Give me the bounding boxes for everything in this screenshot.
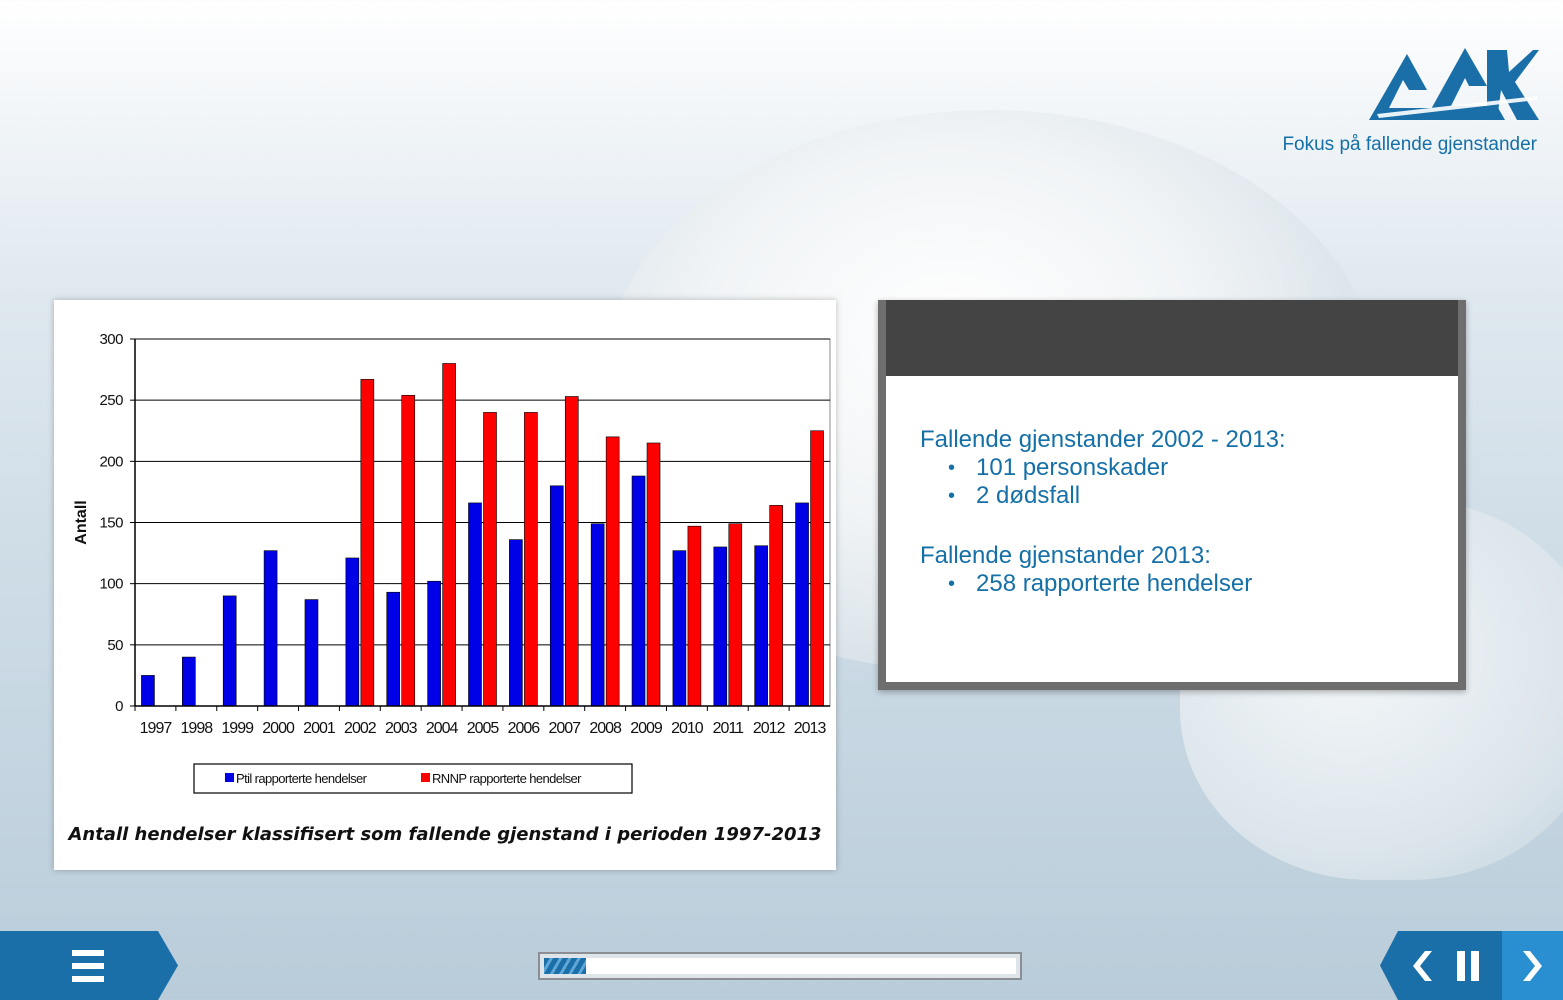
menu-icon: [72, 950, 104, 982]
bar-ptil-2002: [345, 557, 360, 707]
bar-ptil-2008: [590, 523, 605, 707]
info-heading-2002-2013: Fallende gjenstander 2002 - 2013:: [920, 426, 1286, 453]
x-tick-label-2003: 2003: [385, 720, 418, 737]
y-tick-label: 250: [99, 392, 123, 409]
y-tick-label: 100: [99, 576, 123, 593]
bar-ptil-2011: [713, 546, 728, 707]
bar-rnnp-2003: [401, 394, 416, 707]
info-box: Fallende gjenstander 2002 - 2013: 101 pe…: [878, 300, 1466, 690]
bar-rnnp-2011: [728, 523, 743, 707]
x-tick-label-2001: 2001: [303, 720, 336, 737]
x-tick-label-2010: 2010: [671, 720, 704, 737]
x-tick-label-2000: 2000: [262, 720, 295, 737]
y-tick-label: 300: [99, 331, 123, 348]
bar-rnnp-2002: [360, 379, 375, 707]
x-tick-label-1997: 1997: [140, 720, 173, 737]
x-tick-label-2011: 2011: [713, 720, 745, 737]
bar-ptil-2010: [672, 550, 687, 707]
next-button-icon-wrap[interactable]: [1507, 931, 1557, 1000]
bar-ptil-2006: [509, 539, 523, 707]
legend-label: RNNP rapporterte hendelser: [432, 771, 582, 786]
info-box-header: [886, 300, 1458, 376]
bar-rnnp-2010: [687, 525, 702, 707]
bar-rnnp-2009: [646, 442, 661, 707]
x-tick-label-2009: 2009: [630, 720, 663, 737]
x-tick-label-2002: 2002: [344, 720, 377, 737]
nav-prev-background: [1380, 931, 1502, 1000]
legend-swatch: [421, 773, 430, 782]
progress-bar[interactable]: [538, 952, 1022, 980]
y-tick-label: 150: [99, 515, 123, 532]
info-bullet: 101 personskader: [948, 454, 1286, 482]
course-tagline: Fokus på fallende gjenstander: [1282, 134, 1537, 155]
menu-button[interactable]: [0, 931, 178, 1000]
bar-ptil-2001: [304, 599, 319, 707]
progress-track: [544, 958, 1016, 974]
bar-ptil-2009: [631, 475, 646, 707]
bar-rnnp-2007: [564, 396, 579, 707]
pause-button[interactable]: [1444, 931, 1492, 1000]
x-tick-label-2012: 2012: [753, 720, 786, 737]
legend-label: Ptil rapporterte hendelser: [236, 771, 368, 786]
x-tick-label-1998: 1998: [181, 720, 214, 737]
info-box-body: Fallende gjenstander 2002 - 2013: 101 pe…: [920, 426, 1286, 598]
bar-rnnp-2013: [810, 430, 824, 707]
playback-controls: [1380, 931, 1563, 1000]
x-tick-label-2013: 2013: [794, 720, 827, 737]
bar-ptil-1999: [222, 595, 237, 707]
bar-rnnp-2005: [483, 412, 497, 707]
bar-rnnp-2006: [524, 412, 538, 707]
aak-logo-icon: [1369, 48, 1539, 120]
bar-rnnp-2004: [442, 363, 456, 707]
x-tick-label-2005: 2005: [467, 720, 500, 737]
chart-panel: 0 50 100 150 200 250 300 Antall 1997 1998 1999 2000…: [54, 300, 836, 870]
chevron-right-icon: [1523, 950, 1542, 981]
bar-ptil-2007: [549, 485, 564, 707]
y-tick-label: 200: [99, 453, 123, 470]
x-tick-label-2008: 2008: [589, 720, 622, 737]
bar-ptil-2013: [795, 502, 809, 707]
chart-title: Antall hendelser klassifisert som fallen…: [68, 824, 822, 845]
x-tick-label-2004: 2004: [426, 720, 459, 737]
info-list-2002-2013: 101 personskader 2 dødsfall: [920, 454, 1286, 510]
info-bullet: 2 dødsfall: [948, 482, 1286, 510]
y-tick-label: 50: [107, 637, 123, 654]
bar-ptil-1997: [141, 675, 155, 707]
pause-icon: [1457, 950, 1479, 981]
y-axis-label: Antall: [73, 500, 90, 544]
legend-swatch: [225, 773, 234, 782]
bar-ptil-2004: [427, 580, 441, 707]
prev-button[interactable]: [1398, 931, 1448, 1000]
info-bullet: 258 rapporterte hendelser: [948, 570, 1286, 598]
info-heading-2013: Fallende gjenstander 2013:: [920, 542, 1211, 569]
x-tick-label-1999: 1999: [221, 720, 254, 737]
bar-rnnp-2012: [769, 505, 783, 707]
bar-rnnp-2008: [605, 436, 620, 707]
y-tick-label: 0: [115, 698, 123, 715]
bar-ptil-1998: [182, 656, 196, 707]
next-button[interactable]: [1502, 931, 1563, 1000]
x-tick-label-2006: 2006: [508, 720, 541, 737]
progress-fill: [544, 958, 587, 974]
bar-ptil-2012: [754, 545, 768, 707]
bar-ptil-2003: [386, 591, 401, 707]
bar-ptil-2000: [263, 550, 278, 707]
legend: [193, 763, 633, 794]
x-tick-label-2007: 2007: [548, 720, 581, 737]
bar-chart: 0 50 100 150 200 250 300 Antall 1997 1998 1999 2000…: [73, 331, 831, 794]
chevron-left-icon: [1413, 950, 1432, 981]
info-list-2013: 258 rapporterte hendelser: [920, 570, 1286, 598]
bar-ptil-2005: [468, 502, 482, 707]
